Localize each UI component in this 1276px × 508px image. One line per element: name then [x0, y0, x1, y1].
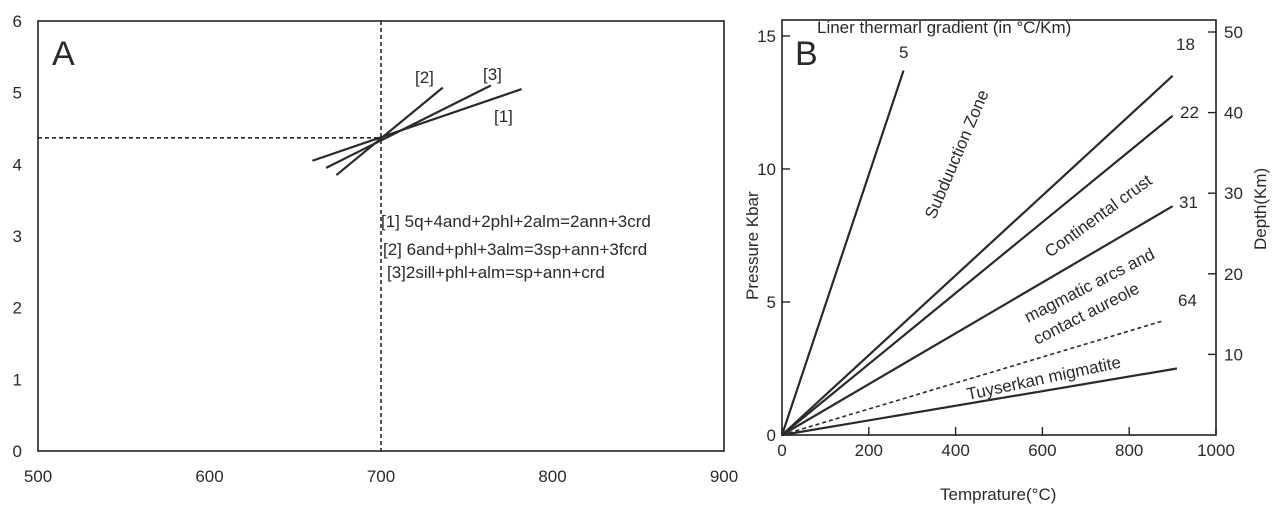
x-tick-label: 200 — [855, 441, 883, 460]
panel-a-reference-lines — [38, 21, 382, 451]
x-tick-label: 1000 — [1197, 441, 1235, 460]
panel-b-series — [780, 70, 1178, 437]
gradient-line-5 — [780, 70, 905, 436]
series-label-1: [1] — [494, 107, 513, 126]
y-tick-label: 3 — [13, 227, 22, 246]
panel-a-labels: [2] [3] [1] [1] 5q+4and+2phl+2alm=2ann+3… — [381, 65, 651, 282]
panel-b-letter: B — [795, 35, 818, 73]
reaction-line-2 — [335, 86, 444, 176]
region-label-continental: Continental crust — [1041, 171, 1156, 262]
x-tick-label: 700 — [367, 467, 395, 486]
reaction-line-3 — [325, 84, 492, 169]
x-axis-label: Temprature(°C) — [940, 485, 1056, 504]
x-tick-label: 900 — [710, 467, 738, 486]
reaction-label-2: [2] 6and+phl+3alm=3sp+ann+3fcrd — [383, 240, 647, 259]
y-tick-label: 2 — [13, 299, 22, 318]
gradient-line-64 — [781, 319, 1165, 436]
y-tick-label: 0 — [767, 426, 776, 445]
x-tick-label: 500 — [24, 467, 52, 486]
y2-axis-label: Depth(Km) — [1251, 168, 1270, 250]
y-tick-label: 0 — [13, 442, 22, 461]
gradient-line-18 — [781, 75, 1174, 436]
gradient-label-5: 5 — [899, 43, 908, 62]
y-tick-label: 6 — [13, 12, 22, 31]
y2-tick-label: 30 — [1224, 184, 1243, 203]
panel-a-ticks: 500 600 700 800 900 0 1 2 3 4 5 6 — [13, 12, 739, 486]
series-label-3: [3] — [483, 65, 502, 84]
panel-a-letter: A — [52, 35, 75, 73]
gradient-label-31: 31 — [1179, 193, 1198, 212]
x-tick-label: 400 — [941, 441, 969, 460]
x-tick-label: 600 — [195, 467, 223, 486]
gradient-line-31 — [781, 205, 1174, 436]
y2-tick-label: 10 — [1224, 345, 1243, 364]
reaction-label-3: [3]2sill+phl+alm=sp+ann+crd — [387, 263, 605, 282]
x-tick-label: 800 — [1115, 441, 1143, 460]
gradient-line-22 — [781, 114, 1174, 436]
panel-b-ticks: 0 200 400 600 800 1000 0 5 10 15 10 20 30 40 50 — [757, 23, 1243, 460]
series-label-2: [2] — [415, 68, 434, 87]
y2-tick-label: 40 — [1224, 104, 1243, 123]
reaction-line-1 — [312, 88, 522, 162]
gradient-label-18: 18 — [1176, 35, 1195, 54]
panel-b: B Liner thermarl gradient (in °C/Km) 0 20… — [743, 18, 1270, 504]
panel-b-frame — [781, 19, 1217, 436]
gradient-label-22: 22 — [1180, 103, 1199, 122]
y-tick-label: 5 — [767, 293, 776, 312]
y-tick-label: 5 — [13, 84, 22, 103]
panel-b-labels: 5 18 22 31 64 Subduuction Zone Continent… — [743, 35, 1270, 504]
x-tick-label: 0 — [777, 441, 786, 460]
gradient-label-64: 64 — [1178, 291, 1197, 310]
y-tick-label: 4 — [13, 155, 22, 174]
panel-a: A 500 600 700 800 900 0 1 2 3 4 5 6 [2] [3] [1] [1]… — [13, 12, 739, 486]
y-tick-label: 15 — [757, 27, 776, 46]
panel-a-series — [312, 84, 522, 176]
y-tick-label: 10 — [757, 160, 776, 179]
x-tick-label: 600 — [1028, 441, 1056, 460]
y2-tick-label: 50 — [1224, 23, 1243, 42]
x-tick-label: 800 — [538, 467, 566, 486]
reaction-label-1: [1] 5q+4and+2phl+2alm=2ann+3crd — [381, 212, 651, 231]
region-label-tuyserkan: Tuyserkan migmatite — [965, 353, 1123, 404]
y2-tick-label: 20 — [1224, 265, 1243, 284]
y-axis-label: Pressure Kbar — [743, 191, 762, 300]
y-tick-label: 1 — [13, 370, 22, 389]
panel-b-title: Liner thermarl gradient (in °C/Km) — [817, 18, 1071, 37]
gradient-line-tuyserkan — [781, 367, 1178, 437]
region-label-subduction: Subduuction Zone — [921, 87, 992, 221]
